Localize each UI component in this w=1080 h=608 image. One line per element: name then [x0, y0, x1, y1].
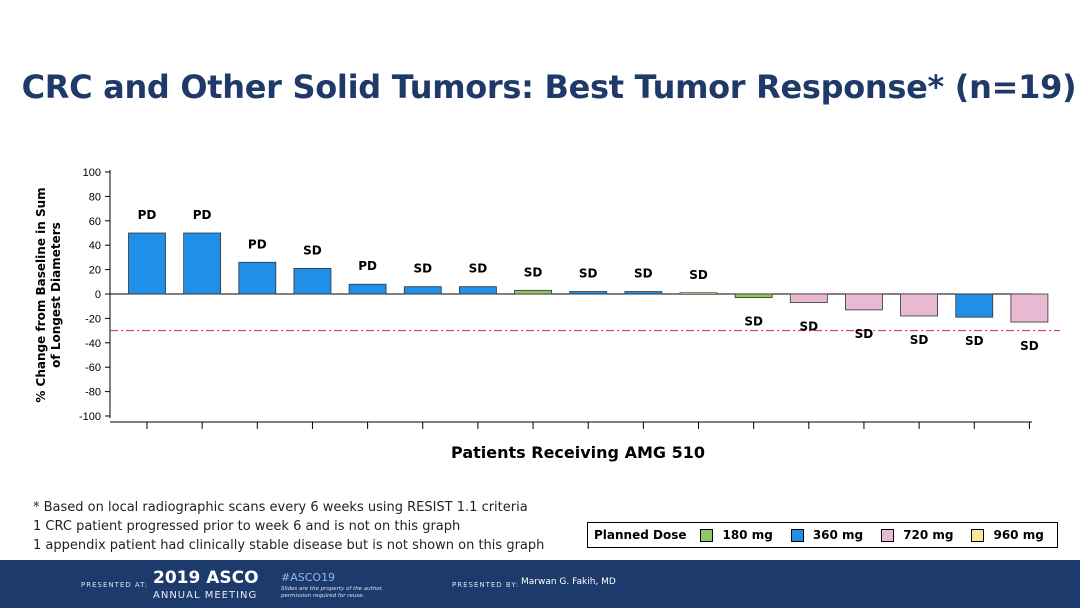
footnote-2: 1 CRC patient progressed prior to week 6…: [33, 519, 461, 534]
presented-by-label: PRESENTED BY:: [452, 581, 520, 589]
bar: [238, 261, 277, 295]
legend-item-720: 720 mg: [881, 528, 953, 542]
bar-label: SD: [579, 267, 598, 281]
bar: [403, 286, 442, 295]
reuse-note: Slides are the property of the author, p…: [281, 586, 383, 600]
bar-label: SD: [855, 327, 874, 341]
bar: [900, 293, 938, 317]
bar: [293, 267, 332, 295]
bar-label: SD: [469, 262, 488, 276]
bar: [1010, 293, 1049, 323]
x-axis-label: Patients Receiving AMG 510: [451, 443, 705, 462]
legend-swatch-960: [971, 528, 985, 542]
bar-label: SD: [524, 265, 543, 279]
bar: [458, 286, 497, 295]
bar: [734, 293, 773, 299]
y-tick-label: -100: [79, 411, 101, 423]
legend-item-360: 360 mg: [790, 528, 864, 542]
reuse-note-line1: Slides are the property of the author,: [281, 586, 384, 592]
bar: [128, 232, 166, 295]
footnote-1: * Based on local radiographic scans ever…: [33, 500, 528, 515]
hashtag: #ASCO19: [281, 571, 336, 584]
legend-swatch-720: [881, 528, 895, 542]
bar: [789, 293, 828, 303]
legend-swatch-180: [700, 528, 714, 542]
legend-label-720: 720 mg: [903, 528, 954, 542]
bar: [348, 283, 387, 295]
legend-label-360: 360 mg: [812, 528, 864, 542]
y-tick-label: -40: [85, 338, 101, 350]
y-tick-label: 80: [89, 191, 101, 203]
reuse-note-line2: permission required for reuse.: [281, 593, 365, 599]
y-tick-label: -80: [85, 387, 101, 399]
bar-label: SD: [799, 320, 818, 334]
bar: [514, 289, 552, 295]
presented-at-label: PRESENTED AT:: [81, 581, 149, 589]
y-tick-label: 20: [89, 265, 101, 277]
bar-label: SD: [634, 267, 653, 281]
annual-meeting-text: ANNUAL MEETING: [153, 590, 258, 601]
waterfall-chart: 100 80 60 40 20 0 -20 -40 -60 -80 -100 PD PD PD SD PD SD…: [34, 167, 1060, 462]
bar-label: SD: [303, 243, 322, 257]
legend-label-180: 180 mg: [722, 528, 773, 542]
bar-label: PD: [193, 208, 212, 222]
y-tick-label: 100: [83, 167, 101, 179]
legend-item-960: 960 mg: [971, 528, 1044, 542]
bar-label: SD: [1020, 339, 1039, 353]
slide-title: CRC and Other Solid Tumors: Best Tumor R…: [21, 68, 1077, 106]
asco-logo-text: 2019 ASCO: [153, 568, 259, 588]
bar: [679, 292, 718, 295]
footer-bar: PRESENTED AT: 2019 ASCO ANNUAL MEETING #…: [0, 560, 1080, 608]
bar: [845, 293, 883, 311]
bar-label: SD: [965, 334, 984, 348]
presenter-name: Marwan G. Fakih, MD: [521, 577, 616, 587]
bar: [955, 293, 994, 318]
legend-item-180: 180 mg: [700, 528, 773, 542]
legend-label-960: 960 mg: [993, 528, 1044, 542]
y-tick-label: -20: [85, 313, 101, 325]
bar: [183, 232, 222, 295]
dose-legend: Planned Dose 180 mg 360 mg 720 mg 960 mg: [587, 522, 1058, 548]
bar: [569, 291, 608, 295]
bar-label: SD: [689, 268, 708, 282]
y-tick-label: 40: [89, 240, 101, 252]
bar-label: PD: [248, 237, 267, 251]
bar-label: SD: [744, 315, 763, 329]
legend-swatch-360: [790, 528, 804, 542]
footnote-3: 1 appendix patient had clinically stable…: [33, 538, 545, 553]
bar-label: SD: [910, 333, 929, 347]
bar-label: SD: [413, 262, 432, 276]
y-tick-label: 0: [95, 289, 101, 301]
bar-label: PD: [358, 259, 377, 273]
y-axis-label: of Longest Diameters: [49, 222, 63, 368]
y-tick-label: -60: [85, 362, 101, 374]
legend-title: Planned Dose: [594, 528, 687, 542]
y-axis-label: % Change from Baseline in Sum: [34, 187, 48, 402]
y-tick-label: 60: [89, 216, 101, 228]
bar-label: PD: [138, 208, 157, 222]
bar: [624, 291, 663, 295]
